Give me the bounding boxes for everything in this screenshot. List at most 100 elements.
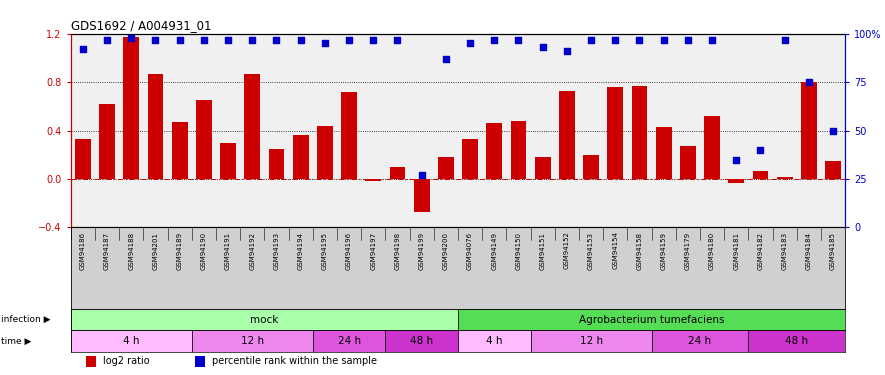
- Bar: [342, 92, 357, 179]
- Text: GSM94197: GSM94197: [370, 231, 376, 270]
- Text: 48 h: 48 h: [410, 336, 434, 346]
- Bar: [511, 121, 527, 179]
- Bar: [148, 74, 164, 179]
- Text: GSM94183: GSM94183: [781, 231, 788, 270]
- Text: GSM94195: GSM94195: [322, 231, 327, 270]
- Point: [560, 48, 574, 54]
- Point: [535, 44, 550, 50]
- Bar: [462, 139, 478, 179]
- Point: [633, 36, 647, 42]
- Text: GSM94196: GSM94196: [346, 231, 352, 270]
- Bar: [825, 161, 841, 179]
- Bar: [656, 127, 672, 179]
- Text: 24 h: 24 h: [689, 336, 712, 346]
- Bar: [385, 330, 458, 352]
- Point: [584, 36, 598, 42]
- Text: GSM94154: GSM94154: [612, 231, 619, 269]
- Bar: [801, 82, 817, 179]
- Text: GSM94076: GSM94076: [467, 231, 473, 270]
- Text: GSM94200: GSM94200: [442, 231, 449, 270]
- Point: [366, 36, 381, 42]
- Point: [269, 36, 283, 42]
- Bar: [607, 87, 623, 179]
- Text: GSM94150: GSM94150: [515, 231, 521, 270]
- Text: log2 ratio: log2 ratio: [104, 356, 150, 366]
- Point: [681, 36, 695, 42]
- Text: 48 h: 48 h: [785, 336, 808, 346]
- Point: [657, 36, 671, 42]
- Bar: [704, 116, 720, 179]
- Text: GSM94198: GSM94198: [395, 231, 401, 270]
- Point: [196, 36, 211, 42]
- Bar: [535, 157, 550, 179]
- Bar: [123, 38, 139, 179]
- Bar: [293, 135, 309, 179]
- Text: 24 h: 24 h: [337, 336, 361, 346]
- Point: [826, 128, 840, 134]
- Bar: [680, 146, 696, 179]
- Text: GSM94194: GSM94194: [297, 231, 304, 270]
- Bar: [458, 309, 845, 330]
- Point: [512, 36, 526, 42]
- Text: GSM94151: GSM94151: [540, 231, 546, 270]
- Bar: [458, 330, 531, 352]
- Text: GSM94185: GSM94185: [830, 231, 836, 270]
- Text: 12 h: 12 h: [241, 336, 264, 346]
- Bar: [312, 330, 385, 352]
- Bar: [728, 179, 744, 183]
- Text: GSM94192: GSM94192: [250, 231, 255, 270]
- Text: mock: mock: [250, 315, 279, 325]
- Bar: [220, 143, 236, 179]
- Point: [729, 157, 743, 163]
- Bar: [651, 330, 749, 352]
- Point: [294, 36, 308, 42]
- Bar: [244, 74, 260, 179]
- Point: [390, 36, 404, 42]
- Text: GSM94201: GSM94201: [152, 231, 158, 270]
- Text: percentile rank within the sample: percentile rank within the sample: [212, 356, 377, 366]
- Text: GSM94189: GSM94189: [177, 231, 182, 270]
- Bar: [531, 330, 651, 352]
- Point: [245, 36, 259, 42]
- Bar: [632, 86, 647, 179]
- Text: infection ▶: infection ▶: [1, 315, 50, 324]
- Text: GSM94152: GSM94152: [564, 231, 570, 269]
- Text: GDS1692 / A004931_01: GDS1692 / A004931_01: [71, 19, 212, 32]
- Text: GSM94179: GSM94179: [685, 231, 691, 270]
- Point: [100, 36, 114, 42]
- Bar: [172, 122, 188, 179]
- Point: [414, 172, 428, 178]
- Point: [318, 40, 332, 46]
- Bar: [195, 356, 204, 368]
- Text: GSM94159: GSM94159: [661, 231, 666, 270]
- Bar: [487, 123, 502, 179]
- Text: GSM94187: GSM94187: [104, 231, 110, 270]
- Text: GSM94188: GSM94188: [128, 231, 135, 270]
- Bar: [559, 91, 574, 179]
- Bar: [583, 155, 599, 179]
- Bar: [777, 177, 793, 179]
- Bar: [389, 167, 405, 179]
- Point: [439, 56, 453, 62]
- Bar: [269, 149, 284, 179]
- Text: Agrobacterium tumefaciens: Agrobacterium tumefaciens: [579, 315, 724, 325]
- Point: [488, 36, 502, 42]
- Point: [802, 79, 816, 85]
- Bar: [366, 179, 381, 182]
- Bar: [317, 126, 333, 179]
- Bar: [192, 330, 312, 352]
- Text: GSM94190: GSM94190: [201, 231, 207, 270]
- Bar: [752, 171, 768, 179]
- Point: [221, 36, 235, 42]
- Bar: [87, 356, 96, 368]
- Text: 12 h: 12 h: [580, 336, 603, 346]
- Text: GSM94158: GSM94158: [636, 231, 643, 270]
- Point: [124, 34, 138, 40]
- Point: [149, 36, 163, 42]
- Point: [608, 36, 622, 42]
- Text: GSM94181: GSM94181: [734, 231, 739, 270]
- Text: GSM94182: GSM94182: [758, 231, 764, 270]
- Bar: [71, 330, 192, 352]
- Point: [705, 36, 720, 42]
- Point: [463, 40, 477, 46]
